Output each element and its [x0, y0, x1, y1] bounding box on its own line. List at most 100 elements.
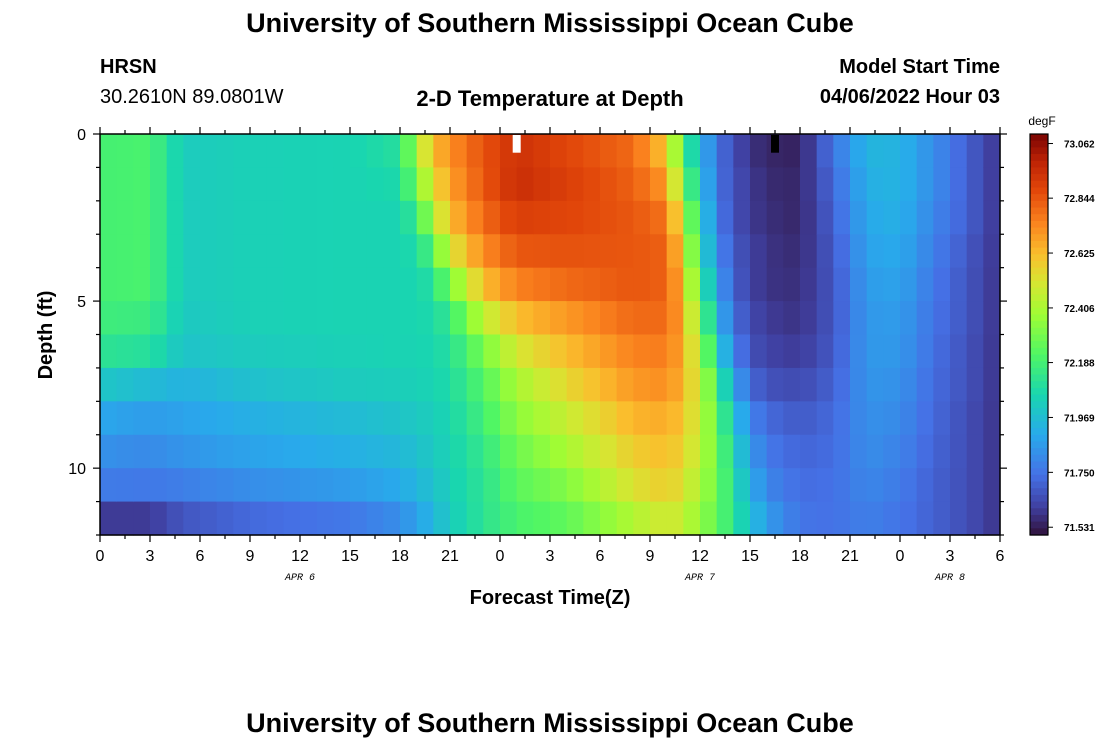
heatmap-cell [916, 434, 934, 469]
page-title-repeat: University of Southern Mississippi Ocean… [246, 708, 854, 738]
heatmap-cell [733, 401, 751, 436]
heatmap-cell [533, 267, 551, 302]
heatmap-cell [500, 501, 518, 536]
heatmap-cell [900, 200, 918, 235]
heatmap-cell [316, 267, 334, 302]
heatmap-cell [416, 134, 434, 169]
heatmap-cell [783, 367, 801, 402]
colorbar-segment [1030, 160, 1048, 169]
heatmap-cell [383, 200, 401, 235]
heatmap-cell [583, 267, 601, 302]
x-tick-label: 3 [546, 548, 555, 565]
heatmap-cell [483, 200, 501, 235]
colorbar-segment [1030, 468, 1048, 476]
colorbar-segment [1030, 294, 1048, 302]
station-name: HRSN [100, 56, 157, 78]
heatmap-cell [366, 234, 384, 269]
heatmap-cell [866, 200, 884, 235]
heatmap-cell [850, 134, 868, 169]
heatmap-cell [450, 334, 468, 369]
heatmap-cell [683, 167, 701, 202]
heatmap-cell [316, 501, 334, 536]
heatmap-cell [883, 167, 901, 202]
heatmap-cell [416, 434, 434, 469]
heatmap-cell [700, 501, 718, 536]
heatmap-cell [950, 134, 968, 169]
heatmap-cell [133, 200, 151, 235]
heatmap-cell [233, 267, 251, 302]
heatmap-cell [800, 401, 818, 436]
x-axis-label: Forecast Time(Z) [470, 587, 631, 609]
colorbar-segment [1030, 421, 1048, 429]
heatmap-cell [166, 468, 184, 503]
heatmap-cell [866, 468, 884, 503]
heatmap-cell [216, 200, 234, 235]
heatmap-cell [916, 468, 934, 503]
heatmap-cell [350, 468, 368, 503]
heatmap-cell [333, 468, 351, 503]
heatmap-cell [750, 367, 768, 402]
heatmap-cell [216, 301, 234, 336]
heatmap-cell [350, 301, 368, 336]
heatmap-cell [883, 501, 901, 536]
heatmap-cell [533, 134, 551, 169]
heatmap-cell [250, 234, 268, 269]
heatmap-cell [866, 367, 884, 402]
colorbar-segment [1030, 428, 1048, 436]
heatmap-cell [900, 234, 918, 269]
heatmap-cell [816, 367, 834, 402]
heatmap-cell [483, 501, 501, 536]
colorbar-segment [1030, 207, 1048, 215]
colorbar-segment [1030, 240, 1048, 249]
heatmap-cell [750, 434, 768, 469]
heatmap-cell [966, 234, 984, 269]
heatmap-cell [616, 334, 634, 369]
x-tick-label: 15 [741, 548, 759, 565]
heatmap-cell [383, 267, 401, 302]
colorbar: 73.062 72.844 72.625 72.406 72.188 71.969 71.7… [1029, 133, 1095, 536]
heatmap-cell [250, 401, 268, 436]
heatmap-cell [883, 401, 901, 436]
heatmap-cell [933, 234, 951, 269]
heatmap-cell [600, 134, 618, 169]
heatmap-cell [550, 234, 568, 269]
heatmap-cell [800, 167, 818, 202]
heatmap-cell [150, 267, 168, 302]
heatmap-cell [550, 401, 568, 436]
heatmap-cell [183, 167, 201, 202]
heatmap-cell [416, 501, 434, 536]
heatmap-cell [300, 468, 318, 503]
heatmap-cell [366, 401, 384, 436]
heatmap-cell [583, 367, 601, 402]
heatmap-cell [783, 468, 801, 503]
heatmap-cell [600, 334, 618, 369]
heatmap-cell [700, 468, 718, 503]
heatmap-cell [116, 468, 134, 503]
heatmap-cell [750, 200, 768, 235]
heatmap-cell [466, 434, 484, 469]
heatmap-cell [100, 501, 118, 536]
heatmap-cell [566, 267, 584, 302]
heatmap-cell [400, 367, 418, 402]
heatmap-cell [583, 167, 601, 202]
heatmap-cell [533, 334, 551, 369]
colorbar-segment [1030, 314, 1048, 322]
heatmap-cell [850, 334, 868, 369]
heatmap-cell [216, 234, 234, 269]
heatmap-cell [116, 267, 134, 302]
heatmap-cell [866, 134, 884, 169]
heatmap-cell [616, 134, 634, 169]
heatmap-cell [883, 334, 901, 369]
heatmap-cell [233, 334, 251, 369]
heatmap-cell [233, 234, 251, 269]
heatmap-cell [683, 401, 701, 436]
heatmap-cell [483, 434, 501, 469]
heatmap-cell [783, 134, 801, 169]
heatmap-cell [850, 401, 868, 436]
heatmap-cell [233, 401, 251, 436]
heatmap-cell [966, 267, 984, 302]
heatmap-cell [166, 301, 184, 336]
heatmap-cell [916, 401, 934, 436]
heatmap-cell [883, 234, 901, 269]
heatmap-cell [316, 301, 334, 336]
